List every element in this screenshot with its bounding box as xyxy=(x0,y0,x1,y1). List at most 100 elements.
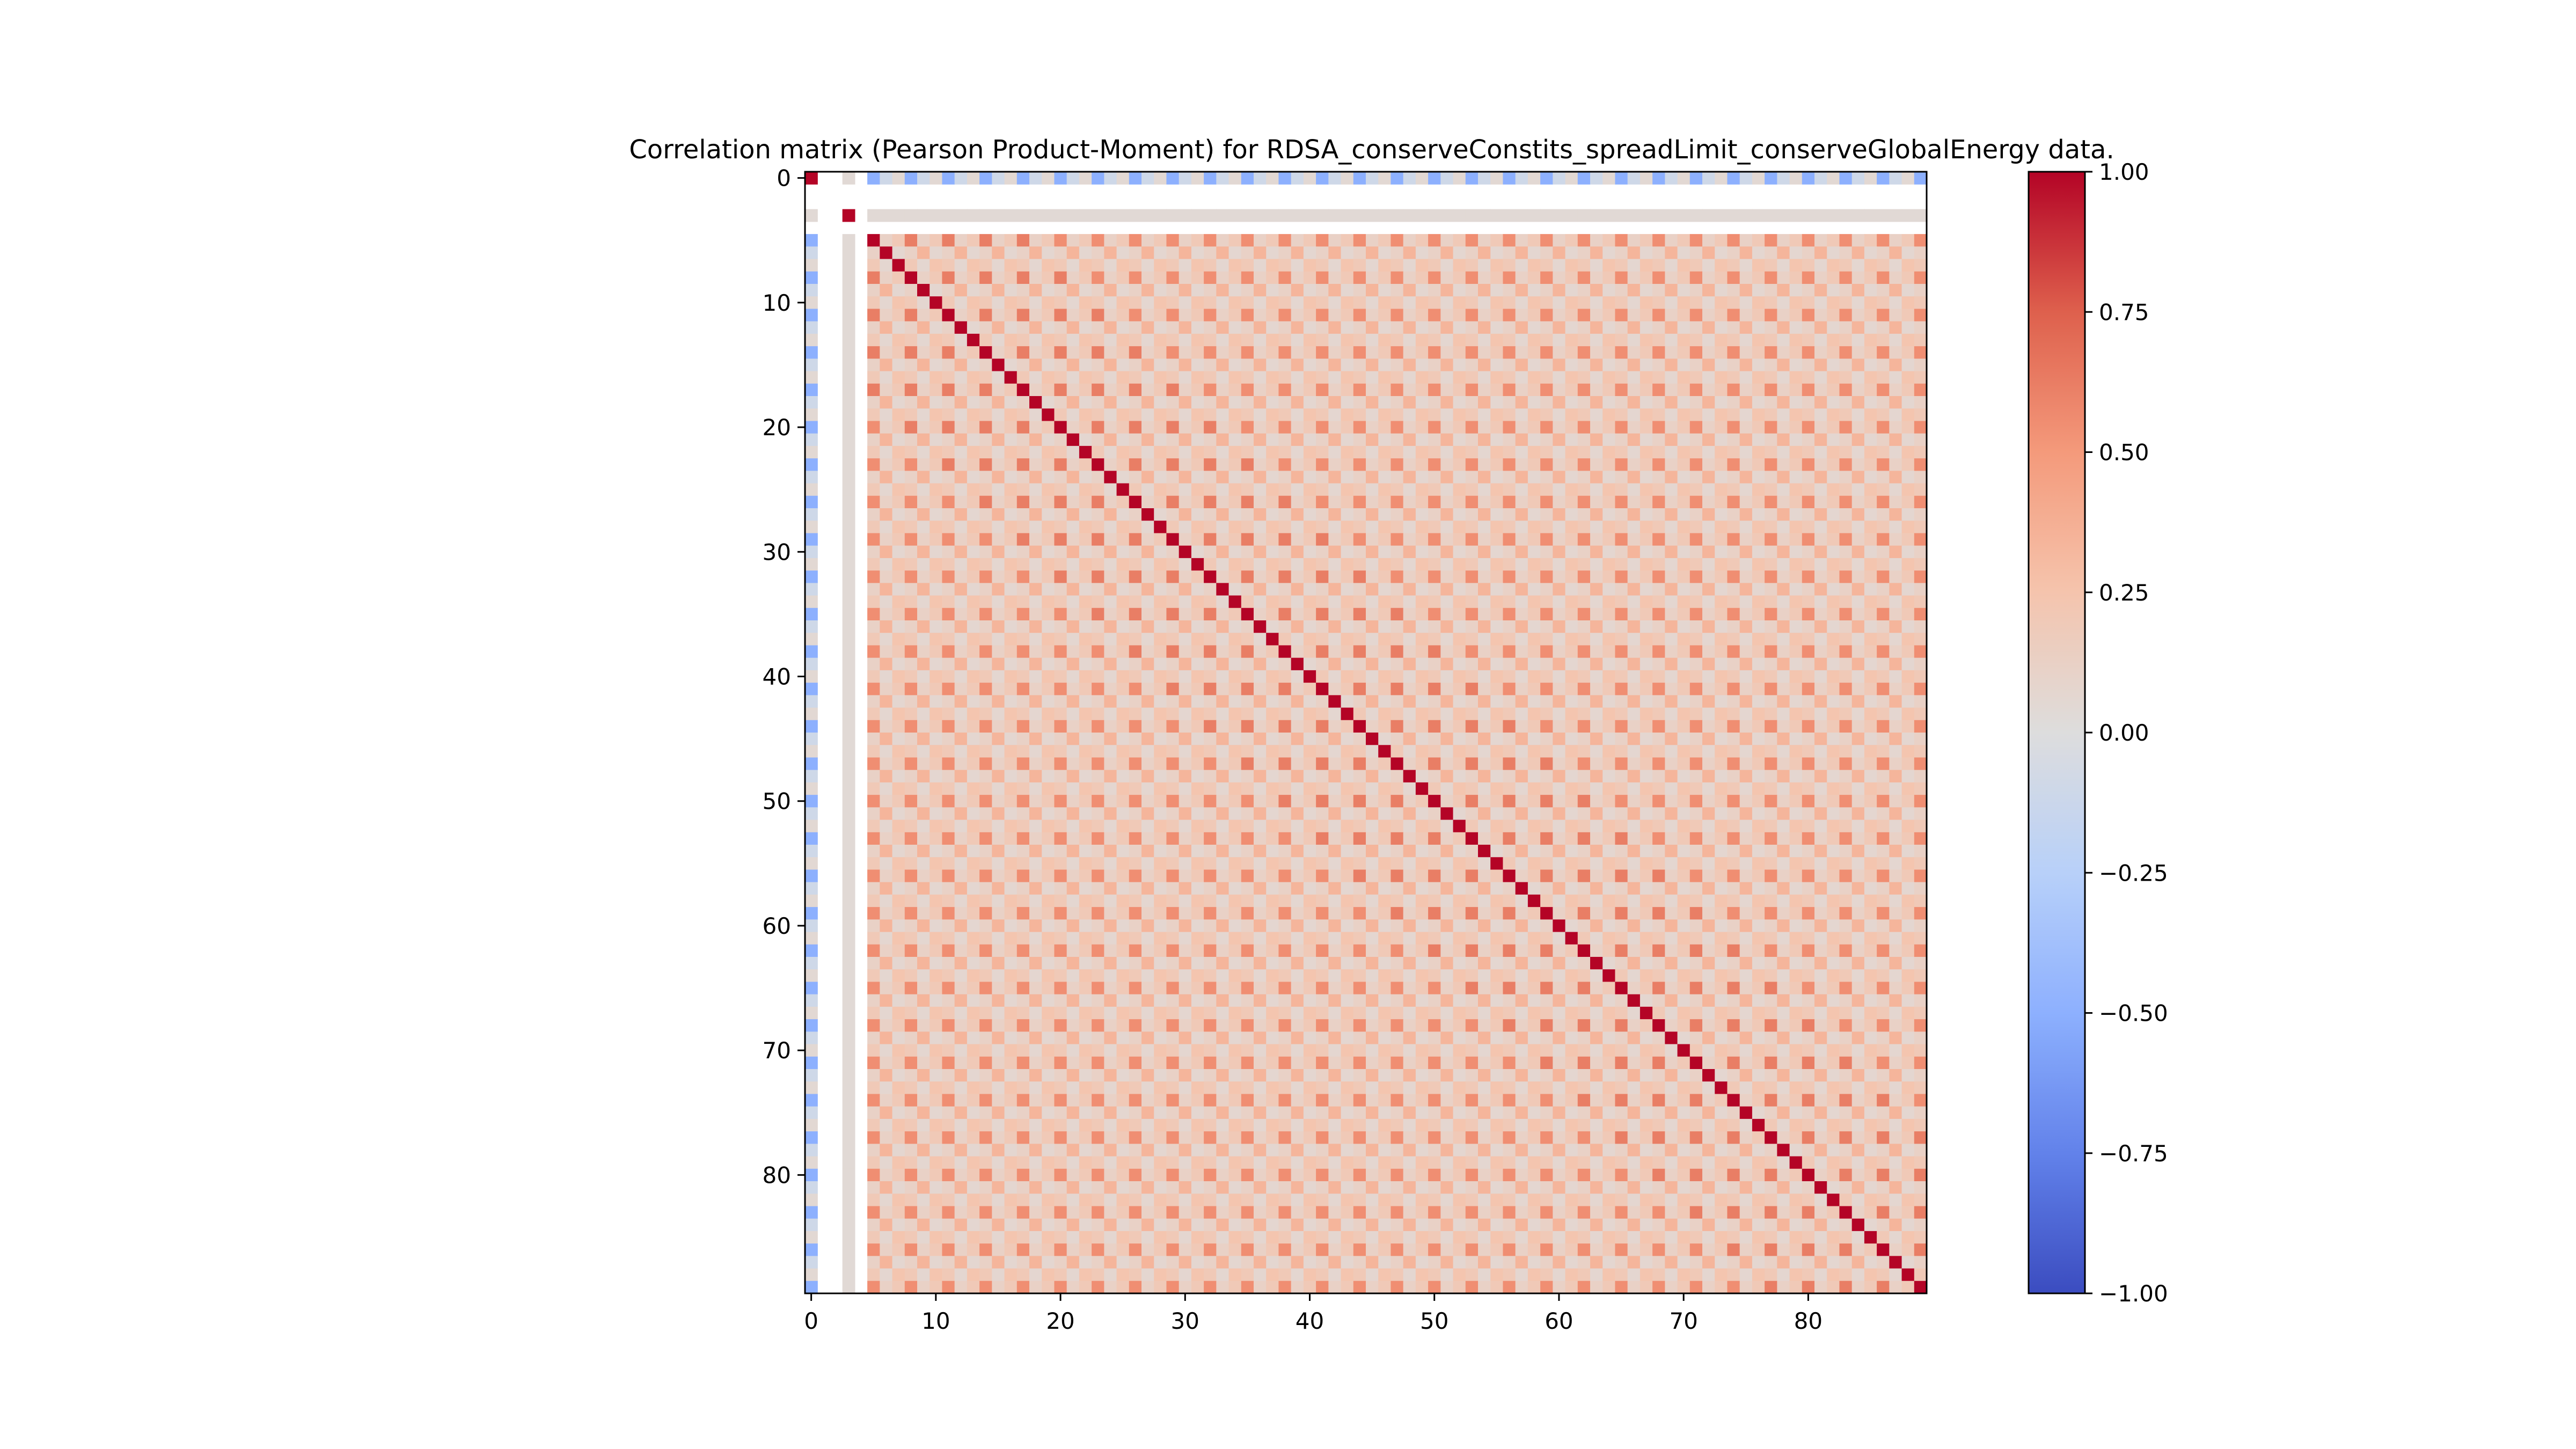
heatmap-cell xyxy=(1689,533,1703,546)
heatmap-cell xyxy=(1839,770,1853,783)
heatmap-cell xyxy=(1054,857,1067,870)
heatmap-cell xyxy=(805,495,818,509)
heatmap-cell xyxy=(1303,521,1316,534)
heatmap-cell xyxy=(1129,333,1142,347)
heatmap-cell xyxy=(1739,259,1753,272)
heatmap-cell xyxy=(967,832,980,845)
heatmap-cell xyxy=(1440,495,1454,509)
heatmap-cell xyxy=(1029,670,1042,683)
heatmap-cell xyxy=(1627,683,1641,696)
heatmap-cell xyxy=(1428,346,1441,359)
heatmap-cell xyxy=(1204,857,1217,870)
heatmap-cell xyxy=(1092,533,1104,546)
heatmap-cell xyxy=(1465,857,1479,870)
heatmap-cell xyxy=(1565,782,1578,795)
heatmap-cell xyxy=(1590,458,1603,471)
heatmap-cell xyxy=(930,521,943,534)
heatmap-cell xyxy=(1665,433,1678,447)
heatmap-cell xyxy=(992,358,1005,372)
heatmap-cell xyxy=(992,421,1005,434)
heatmap-cell xyxy=(1004,172,1018,185)
heatmap-cell xyxy=(1851,570,1865,583)
heatmap-cell xyxy=(1266,832,1279,845)
heatmap-cell xyxy=(1066,445,1080,459)
heatmap-cell xyxy=(1204,234,1217,247)
heatmap-cell xyxy=(1328,819,1342,833)
heatmap-cell xyxy=(1228,608,1242,621)
heatmap-cell xyxy=(1403,209,1416,222)
heatmap-cell xyxy=(1914,495,1927,509)
heatmap-cell xyxy=(1490,683,1504,696)
heatmap-cell xyxy=(1328,234,1342,247)
heatmap-cell xyxy=(1328,346,1342,359)
heatmap-cell xyxy=(1527,433,1541,447)
heatmap-cell xyxy=(954,321,968,334)
heatmap-cell xyxy=(1527,259,1541,272)
heatmap-cell xyxy=(1254,620,1267,633)
heatmap-cell xyxy=(1901,733,1915,745)
heatmap-cell xyxy=(1540,670,1553,683)
heatmap-cell xyxy=(1042,246,1055,260)
heatmap-cell xyxy=(1864,795,1877,808)
heatmap-cell xyxy=(967,645,980,658)
heatmap-cell xyxy=(1640,720,1653,733)
heatmap-cell xyxy=(867,608,880,621)
heatmap-cell xyxy=(1204,309,1217,322)
heatmap-cell xyxy=(1241,259,1254,272)
heatmap-cell xyxy=(1303,309,1316,322)
heatmap-cell xyxy=(1079,869,1092,883)
heatmap-cell xyxy=(1341,683,1354,696)
heatmap-cell xyxy=(954,458,968,471)
heatmap-cell xyxy=(904,857,918,870)
heatmap-cell xyxy=(1527,558,1541,571)
heatmap-cell xyxy=(1839,695,1853,708)
heatmap-cell xyxy=(1428,633,1441,646)
heatmap-cell xyxy=(1179,408,1192,422)
heatmap-cell xyxy=(1777,483,1790,496)
heatmap-cell xyxy=(1016,919,1030,933)
heatmap-cell xyxy=(867,583,880,596)
heatmap-cell xyxy=(1191,445,1204,459)
heatmap-cell xyxy=(1440,284,1454,297)
heatmap-cell xyxy=(954,433,968,447)
heatmap-cell xyxy=(1715,645,1728,658)
heatmap-cell xyxy=(1029,770,1042,783)
heatmap-cell xyxy=(1029,433,1042,447)
heatmap-cell xyxy=(1739,383,1753,397)
heatmap-cell xyxy=(1627,271,1641,284)
heatmap-cell xyxy=(1029,645,1042,658)
heatmap-cell xyxy=(1864,209,1877,222)
heatmap-cell xyxy=(1141,707,1154,721)
heatmap-cell xyxy=(1689,707,1703,721)
heatmap-cell xyxy=(1254,246,1267,260)
heatmap-cell xyxy=(1839,209,1853,222)
heatmap-cell xyxy=(1727,495,1740,509)
heatmap-cell xyxy=(1054,209,1067,222)
heatmap-cell xyxy=(1590,670,1603,683)
heatmap-cell xyxy=(1914,657,1927,671)
heatmap-cell xyxy=(1727,296,1740,310)
heatmap-cell xyxy=(1665,570,1678,583)
heatmap-cell xyxy=(1191,383,1204,397)
heatmap-cell xyxy=(1615,657,1628,671)
heatmap-cell xyxy=(1889,645,1902,658)
heatmap-cell xyxy=(1066,271,1080,284)
heatmap-cell xyxy=(930,795,943,808)
heatmap-cell xyxy=(904,670,918,683)
heatmap-cell xyxy=(1054,371,1067,384)
heatmap-cell xyxy=(1066,521,1080,534)
heatmap-cell xyxy=(1179,620,1192,633)
heatmap-cell xyxy=(1827,445,1840,459)
heatmap-cell xyxy=(1527,645,1541,658)
heatmap-cell xyxy=(1864,583,1877,596)
heatmap-cell xyxy=(1104,832,1117,845)
heatmap-cell xyxy=(1602,832,1616,845)
heatmap-cell xyxy=(1241,333,1254,347)
heatmap-cell xyxy=(1116,795,1130,808)
heatmap-cell xyxy=(1590,558,1603,571)
heatmap-cell xyxy=(1765,333,1777,347)
heatmap-cell xyxy=(867,683,880,696)
heatmap-cell xyxy=(1141,683,1154,696)
heatmap-cell xyxy=(942,271,955,284)
heatmap-cell xyxy=(1303,408,1316,422)
